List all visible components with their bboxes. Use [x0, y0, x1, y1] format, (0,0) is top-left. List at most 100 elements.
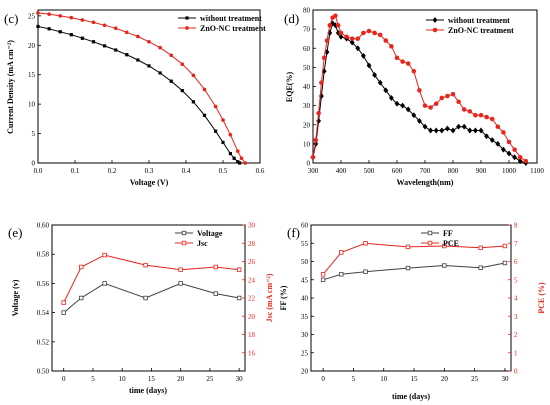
- series-line: [322, 262, 505, 281]
- data-point: [355, 36, 361, 41]
- y-tick-label: 60: [303, 45, 311, 53]
- y-tick-label-right: 18: [248, 331, 256, 339]
- data-point: [213, 104, 218, 109]
- data-point: [180, 89, 184, 93]
- y-tick-label: 20: [28, 42, 36, 50]
- series-line: [37, 12, 246, 164]
- x-tick-label: 0.5: [219, 167, 228, 175]
- data-point: [432, 27, 438, 33]
- data-point: [321, 55, 327, 61]
- data-point: [91, 40, 96, 44]
- data-point: [383, 87, 389, 94]
- data-point: [417, 88, 422, 93]
- data-point: [500, 146, 506, 153]
- data-point: [143, 262, 148, 268]
- data-point: [238, 161, 242, 165]
- y-tick-label: 25: [301, 349, 309, 357]
- data-point: [213, 264, 218, 270]
- y-tick-label: 0.54: [37, 309, 50, 317]
- data-point: [202, 113, 207, 117]
- data-point: [236, 295, 242, 301]
- legend-label: ZnO-NC treatment: [200, 24, 266, 33]
- data-point: [61, 310, 66, 315]
- data-point: [349, 39, 355, 46]
- data-point: [489, 137, 495, 144]
- x-tick-label: 20: [441, 375, 449, 383]
- data-point: [439, 127, 445, 134]
- data-point: [456, 99, 461, 105]
- data-point: [143, 295, 148, 301]
- x-tick-label: 1000: [502, 167, 517, 175]
- legend-label: ZnO-NC treatment: [448, 26, 514, 35]
- data-point: [213, 291, 218, 296]
- data-point: [221, 118, 225, 122]
- y-tick-label-right: 0: [514, 368, 518, 376]
- x-axis-label: Voltage (V): [130, 178, 169, 187]
- y-tick-label: 35: [301, 313, 309, 321]
- series-line: [312, 22, 526, 164]
- y-tick-label-right: 24: [248, 276, 256, 284]
- y-tick-label-right: 8: [514, 222, 518, 230]
- data-point: [169, 79, 173, 83]
- data-point: [355, 45, 361, 52]
- y-tick-label-right: 1: [514, 349, 518, 357]
- data-point: [478, 127, 484, 134]
- y-tick-label: 5: [32, 130, 36, 138]
- x-tick-label: 20: [177, 375, 185, 383]
- data-point: [338, 33, 344, 40]
- data-point: [228, 132, 233, 137]
- data-point: [169, 53, 174, 58]
- data-point: [338, 30, 344, 36]
- x-tick-label: 0.4: [182, 167, 191, 175]
- data-point: [427, 240, 433, 246]
- data-point: [320, 272, 326, 277]
- y-axis-label: EQE(%): [285, 72, 294, 103]
- y-tick-label: 0: [32, 160, 36, 168]
- data-point: [344, 34, 349, 40]
- data-point: [506, 139, 512, 145]
- data-point: [324, 38, 330, 43]
- x-tick-label: 5: [352, 375, 356, 383]
- data-point: [185, 26, 189, 30]
- x-tick-label: 1100: [530, 167, 544, 175]
- data-point: [349, 36, 355, 41]
- data-point: [478, 112, 484, 118]
- y-tick-label-right: 28: [248, 240, 256, 248]
- data-point: [502, 243, 508, 249]
- x-tick-label: 0.1: [71, 167, 80, 175]
- data-point: [136, 34, 140, 39]
- y-tick-label: 20: [301, 368, 309, 376]
- y-tick-label: 40: [301, 295, 309, 303]
- y-tick-label: 45: [301, 276, 309, 284]
- data-point: [181, 240, 187, 246]
- data-point: [178, 281, 183, 286]
- legend-label: Jsc: [197, 239, 208, 248]
- data-point: [180, 62, 185, 67]
- data-point: [405, 61, 411, 66]
- data-point: [232, 156, 236, 160]
- x-tick-label: 0.6: [256, 167, 265, 175]
- x-tick-label: 700: [420, 167, 431, 175]
- data-point: [416, 117, 422, 124]
- legend-label: without treatment: [448, 16, 510, 25]
- x-tick-label: 0: [321, 375, 325, 383]
- data-point: [478, 245, 483, 251]
- x-tick-label: 0.0: [34, 167, 43, 175]
- data-point: [125, 53, 129, 57]
- y-tick-label-right: 26: [248, 258, 256, 266]
- data-point: [472, 127, 478, 134]
- data-point: [58, 30, 62, 34]
- x-axis-label: time (days): [129, 386, 167, 395]
- y-tick-label-right: 5: [514, 276, 518, 284]
- data-point: [467, 127, 473, 134]
- y-tick-label: 0.58: [37, 251, 50, 259]
- data-point: [360, 52, 366, 59]
- panel-e: (e) 0 5 10 15 20 25 30 0.50 0.52 0.54 0.56 0.58 0.60…: [8, 222, 274, 396]
- data-point: [61, 300, 66, 305]
- data-point: [501, 130, 506, 135]
- data-point: [422, 103, 428, 108]
- y-tick-label: 55: [301, 240, 309, 248]
